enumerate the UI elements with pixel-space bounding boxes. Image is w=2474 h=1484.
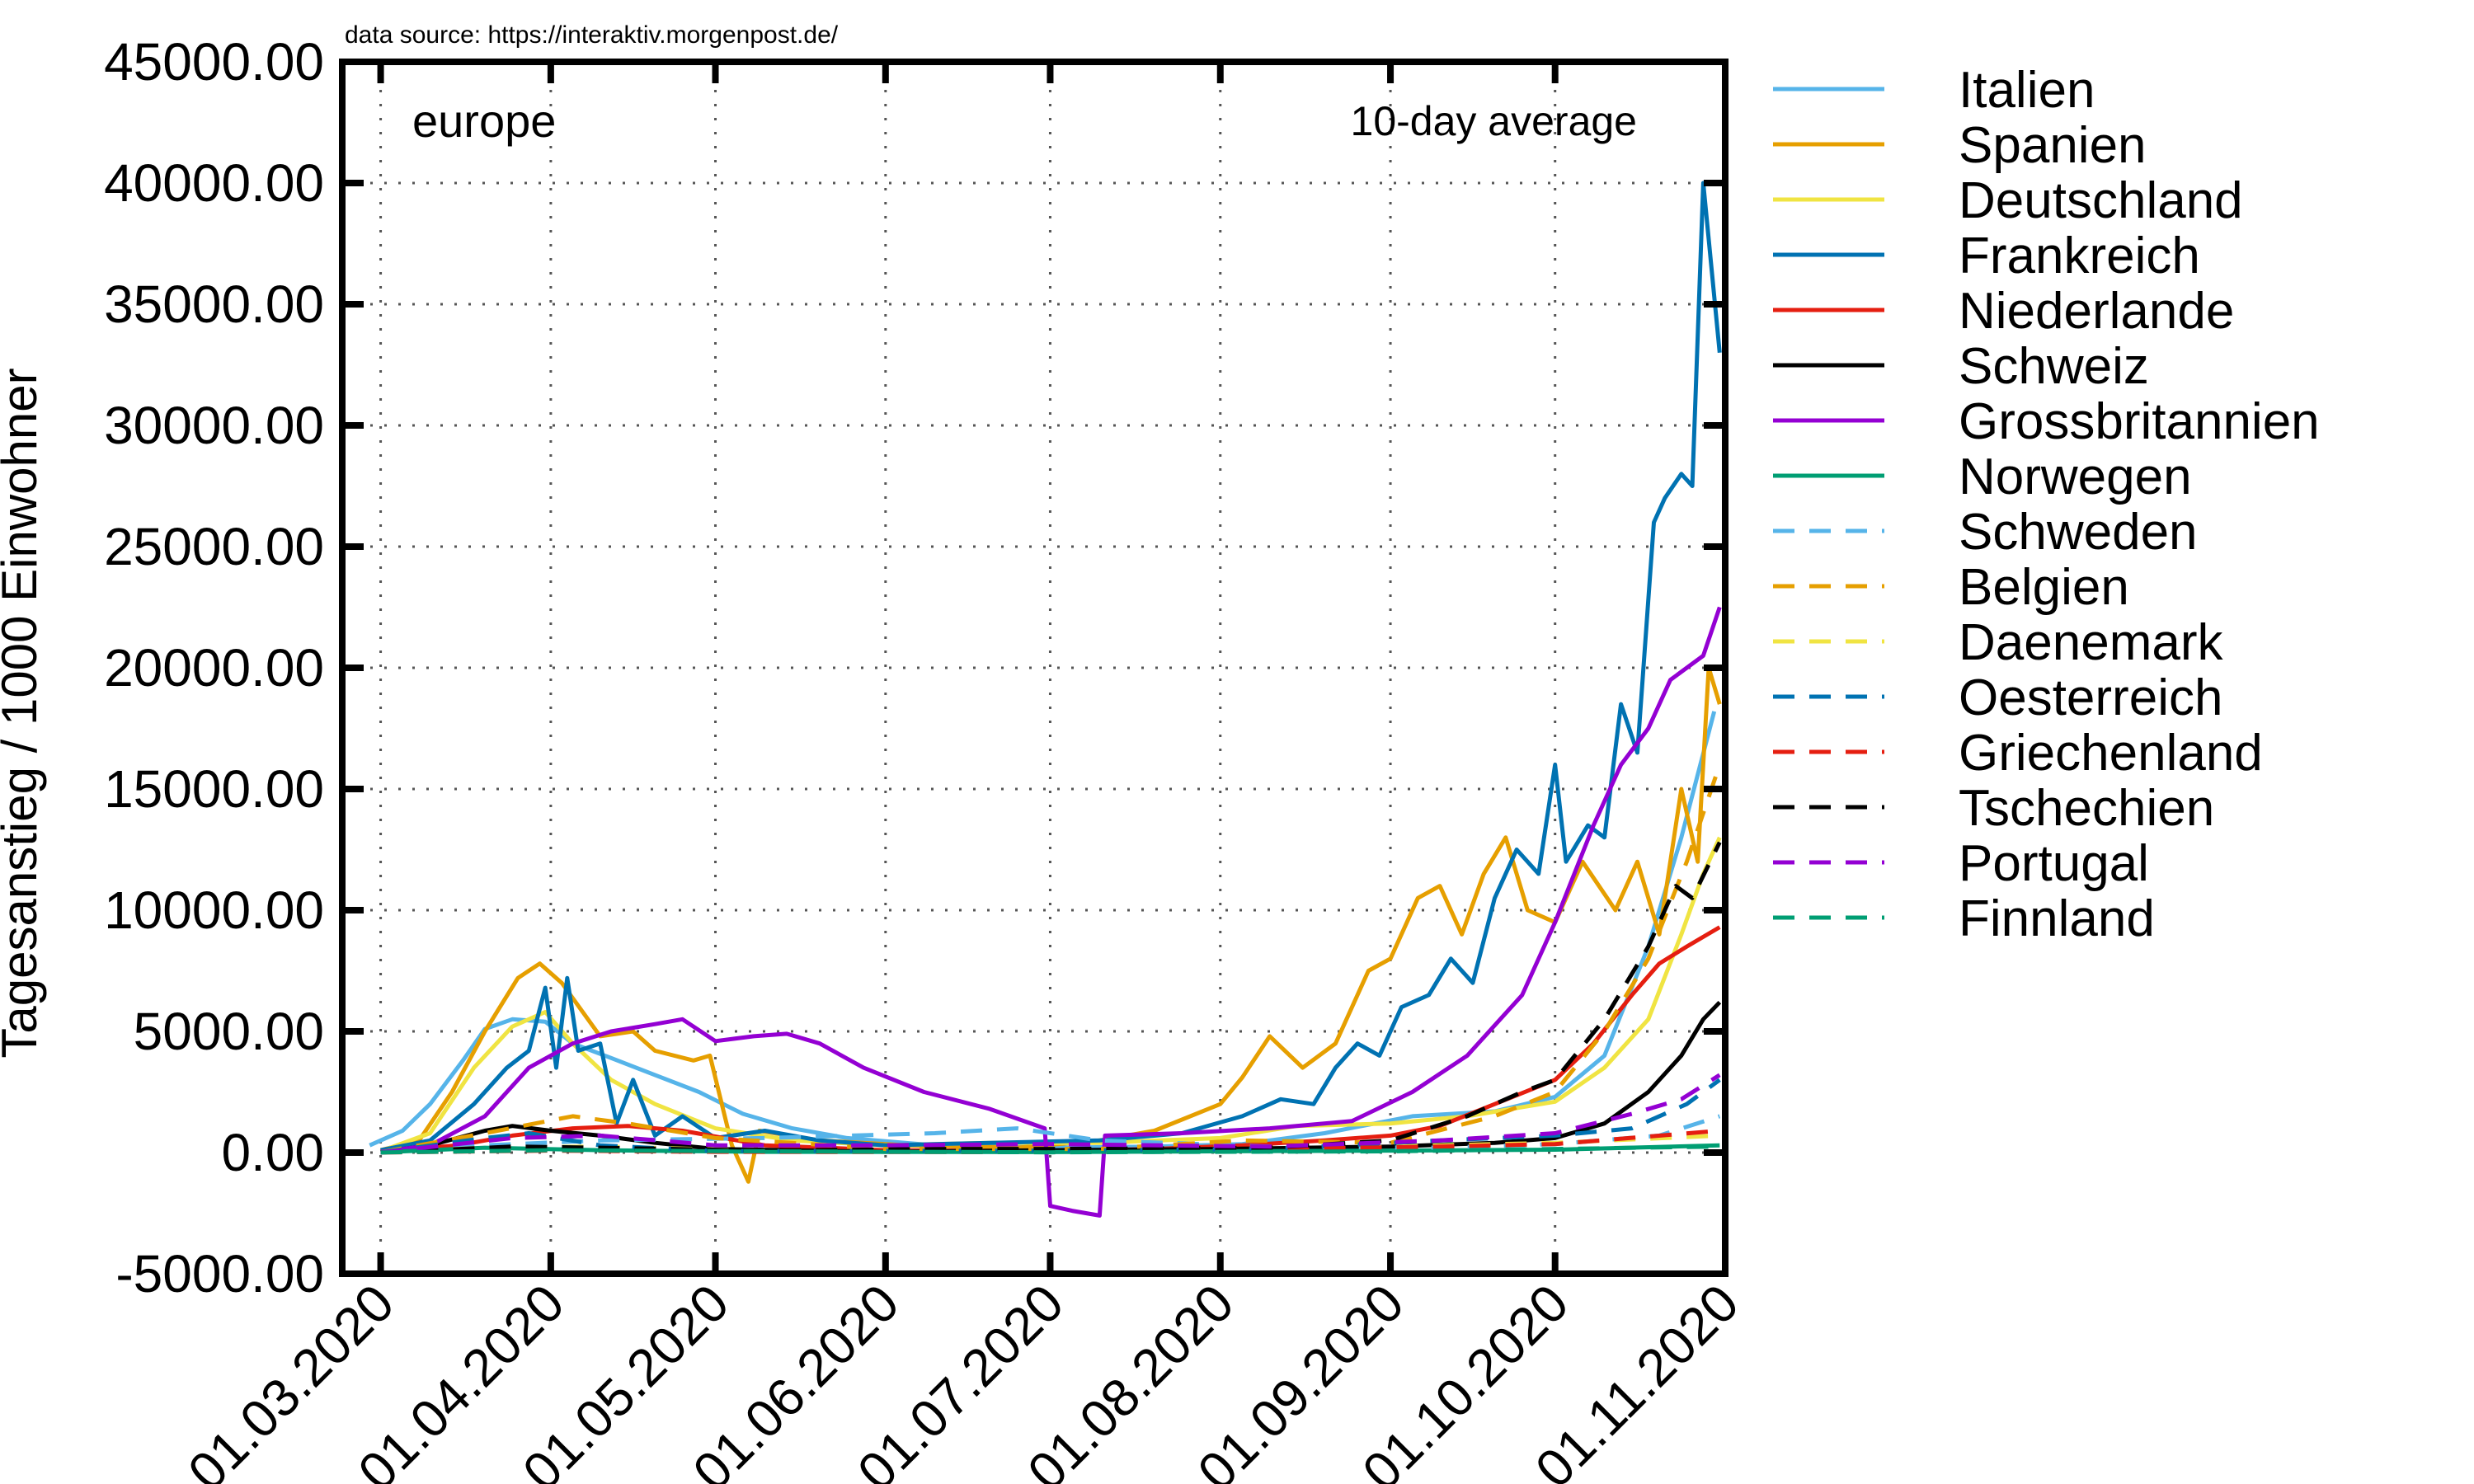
legend-label: Belgien bbox=[1959, 559, 2129, 616]
plot-frame bbox=[339, 59, 1729, 1277]
legend-label: Niederlande bbox=[1959, 283, 2234, 340]
legend-label: Schweden bbox=[1959, 504, 2198, 561]
y-tick-label: 25000.00 bbox=[104, 517, 324, 576]
legend-label: Oesterreich bbox=[1959, 669, 2222, 726]
legend-label: Daenemark bbox=[1959, 614, 2223, 671]
y-tick-label: 45000.00 bbox=[104, 32, 324, 92]
y-tick-label: 40000.00 bbox=[104, 153, 324, 213]
series-lines bbox=[369, 181, 1722, 1218]
y-tick-labels: -5000.00 0.00 5000.00 10000.00 15000.00 20000… bbox=[104, 32, 324, 1303]
y-tick-label: 15000.00 bbox=[104, 759, 324, 819]
series-line-portugal bbox=[380, 1073, 1721, 1155]
y-tick-label: 35000.00 bbox=[104, 275, 324, 334]
series-line-finnland bbox=[380, 1144, 1720, 1155]
legend-label: Griechenland bbox=[1959, 725, 2263, 782]
average-label: 10-day average bbox=[1351, 98, 1637, 144]
legend-label: Italien bbox=[1959, 62, 2095, 119]
grid-lines bbox=[342, 62, 1727, 1274]
legend-label: Spanien bbox=[1959, 117, 2147, 174]
x-tick-labels: 01.03.202001.04.202001.05.202001.06.2020… bbox=[176, 1273, 1750, 1484]
y-tick-label: 5000.00 bbox=[134, 1002, 324, 1061]
y-axis-label: Tagesanstieg / 1000 Einwohner bbox=[0, 368, 47, 1058]
axis-ticks bbox=[342, 59, 1729, 1277]
legend-label: Frankreich bbox=[1959, 228, 2200, 284]
y-tick-label: 30000.00 bbox=[104, 396, 324, 455]
y-tick-label: 0.00 bbox=[221, 1123, 324, 1182]
source-note: data source: https://interaktiv.morgenpo… bbox=[345, 21, 839, 49]
legend-label: Portugal bbox=[1959, 835, 2149, 892]
legend-label: Grossbritannien bbox=[1959, 393, 2320, 450]
series-line-niederlande bbox=[380, 925, 1721, 1154]
legend-label: Deutschland bbox=[1959, 172, 2243, 229]
series-line-frankreich bbox=[380, 181, 1722, 1153]
legend-label: Schweiz bbox=[1959, 338, 2149, 395]
series-line-spanien bbox=[379, 665, 1722, 1184]
y-tick-label: 10000.00 bbox=[104, 881, 324, 940]
legend-label: Finnland bbox=[1959, 890, 2155, 947]
region-label: europe bbox=[412, 95, 556, 147]
legend-label: Tschechien bbox=[1959, 780, 2214, 837]
legend: ItalienSpanienDeutschlandFrankreichNiede… bbox=[1773, 62, 2320, 947]
series-line-belgien bbox=[380, 763, 1722, 1155]
legend-label: Norwegen bbox=[1959, 448, 2192, 505]
series-line-italien bbox=[369, 711, 1717, 1150]
series-line-grossbritannien bbox=[380, 606, 1722, 1218]
y-tick-label: -5000.00 bbox=[115, 1244, 324, 1303]
y-tick-label: 20000.00 bbox=[104, 638, 324, 697]
